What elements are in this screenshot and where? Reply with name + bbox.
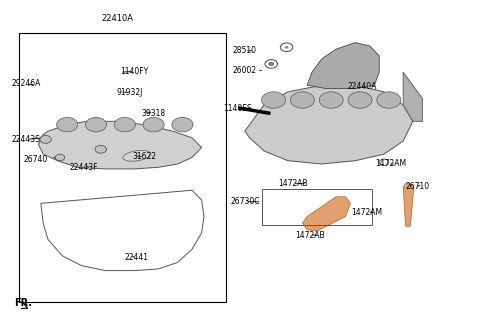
Text: 22443F: 22443F <box>70 163 98 172</box>
Text: 22441: 22441 <box>125 253 149 262</box>
Circle shape <box>114 117 135 132</box>
Circle shape <box>172 117 193 132</box>
Text: 91932J: 91932J <box>117 88 143 97</box>
Bar <box>262 189 372 225</box>
Text: 1472AM: 1472AM <box>352 208 383 217</box>
Text: 1472AM: 1472AM <box>376 159 407 169</box>
Circle shape <box>269 62 274 66</box>
Polygon shape <box>307 43 379 89</box>
Text: 39318: 39318 <box>142 109 166 118</box>
Circle shape <box>265 60 277 68</box>
Polygon shape <box>38 121 202 169</box>
Circle shape <box>55 154 65 161</box>
Circle shape <box>95 145 107 153</box>
Circle shape <box>85 117 107 132</box>
Text: 26740: 26740 <box>24 154 55 164</box>
Circle shape <box>319 92 343 108</box>
Text: 22443S: 22443S <box>12 135 41 144</box>
Text: 1140ES: 1140ES <box>223 104 252 113</box>
Circle shape <box>57 117 78 132</box>
Text: 28510: 28510 <box>233 46 257 55</box>
Text: 29246A: 29246A <box>12 79 41 88</box>
Text: 26710: 26710 <box>406 182 430 191</box>
Polygon shape <box>403 184 414 226</box>
Text: 1472AB: 1472AB <box>295 231 324 240</box>
Circle shape <box>379 159 389 166</box>
Polygon shape <box>302 197 350 231</box>
Circle shape <box>290 92 314 108</box>
Text: 26730C: 26730C <box>230 197 260 206</box>
Circle shape <box>377 92 401 108</box>
Circle shape <box>143 117 164 132</box>
Text: 22440A: 22440A <box>348 82 377 92</box>
Text: 26002: 26002 <box>233 66 262 75</box>
Text: 1472AB: 1472AB <box>278 179 308 188</box>
Circle shape <box>40 135 51 143</box>
Text: 1140FY: 1140FY <box>120 67 148 76</box>
Circle shape <box>348 92 372 108</box>
Bar <box>19 33 226 302</box>
Polygon shape <box>403 72 422 121</box>
Text: FR.: FR. <box>14 298 32 308</box>
Polygon shape <box>245 85 413 164</box>
Circle shape <box>285 46 288 49</box>
Ellipse shape <box>123 151 151 161</box>
Text: 22410A: 22410A <box>102 14 133 23</box>
Circle shape <box>262 92 286 108</box>
Text: 31622: 31622 <box>132 152 156 161</box>
Circle shape <box>280 43 293 51</box>
